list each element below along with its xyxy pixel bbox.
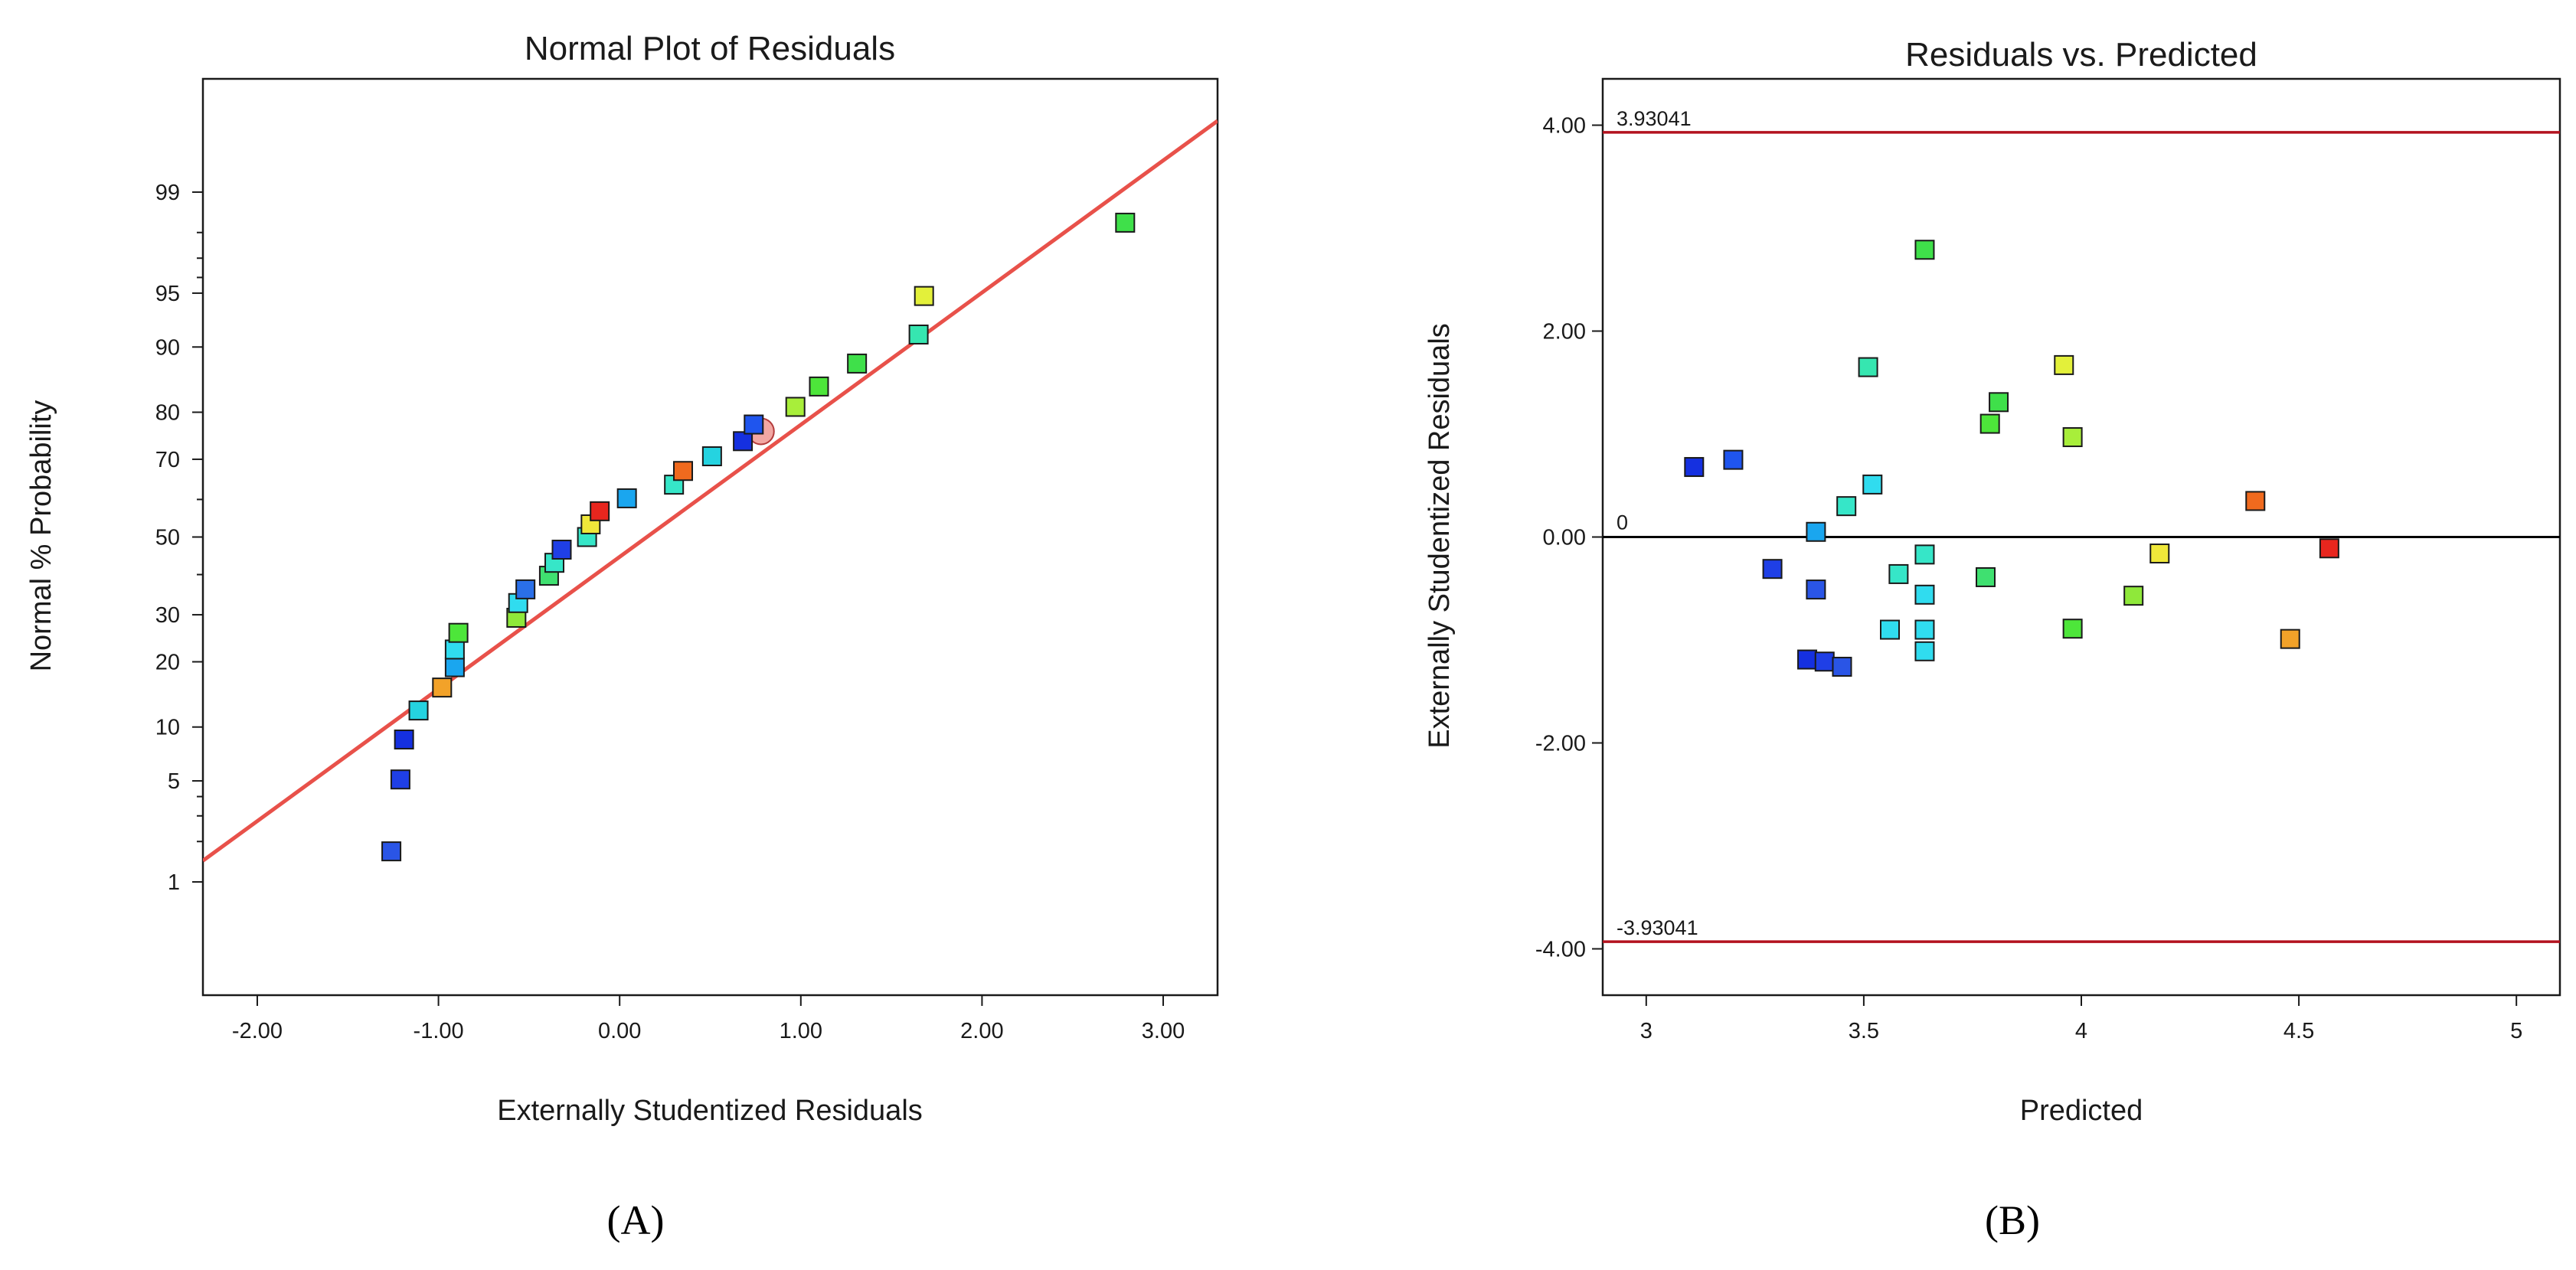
data-point: [2062, 427, 2083, 448]
data-point: [809, 376, 829, 397]
y-tick-label: 20: [155, 651, 180, 675]
data-point: [1888, 563, 1909, 584]
data-point: [444, 639, 465, 660]
data-point: [515, 579, 536, 599]
data-point: [1862, 474, 1883, 495]
data-point: [1836, 496, 1857, 517]
y-tick-label: 70: [155, 448, 180, 472]
x-axis-label: Externally Studentized Residuals: [497, 1095, 923, 1127]
data-point: [2062, 619, 2083, 639]
data-point: [444, 657, 465, 677]
limit-line-label: -3.93041: [1617, 916, 1698, 939]
data-point: [2054, 354, 2074, 375]
data-point: [1684, 457, 1705, 478]
data-point: [1914, 240, 1935, 260]
data-point: [1115, 212, 1136, 233]
data-point: [1976, 566, 1996, 587]
data-point: [2245, 491, 2266, 511]
data-point: [432, 677, 453, 698]
y-tick-label: 90: [155, 335, 180, 360]
x-tick-label: -1.00: [414, 1019, 464, 1043]
data-point: [1914, 641, 1935, 661]
data-point: [1858, 357, 1878, 377]
x-tick-label: -2.00: [232, 1019, 283, 1043]
y-tick-label: 4.00: [1543, 114, 1586, 139]
data-point: [1914, 584, 1935, 605]
data-point: [908, 324, 929, 344]
x-tick-label: 4: [2075, 1019, 2087, 1043]
chart-title: Residuals vs. Predicted: [1905, 36, 2257, 73]
data-point: [1832, 656, 1852, 677]
y-tick-label: 5: [168, 769, 180, 794]
data-point: [701, 446, 722, 467]
limit-line-label: 3.93041: [1617, 107, 1692, 130]
y-axis-label: Normal % Probability: [25, 400, 57, 672]
y-tick-label: -2.00: [1535, 731, 1586, 756]
data-point: [1880, 619, 1900, 640]
zero-line-label: 0: [1617, 511, 1628, 534]
y-tick-label: -4.00: [1535, 937, 1586, 961]
data-point: [673, 461, 694, 482]
chart-title: Normal Plot of Residuals: [525, 30, 895, 67]
data-point: [2123, 586, 2144, 606]
x-tick-label: 1.00: [780, 1019, 822, 1043]
x-tick-label: 5: [2510, 1019, 2522, 1043]
y-tick-label: 99: [155, 181, 180, 205]
data-point: [1806, 579, 1826, 600]
data-point: [1979, 413, 2000, 434]
panel-label: (A): [607, 1197, 665, 1243]
data-point: [2319, 538, 2339, 559]
x-tick-label: 3.5: [1849, 1019, 1879, 1043]
data-point: [394, 730, 414, 750]
x-axis-label: Predicted: [2020, 1095, 2143, 1127]
y-tick-label: 30: [155, 603, 180, 628]
normal-plot-panel: Normal Plot of Residuals -2.00 -1.00 0.00 1…: [25, 30, 1219, 1243]
data-point: [785, 397, 806, 417]
data-point: [381, 841, 402, 862]
x-tick-label: 0.00: [598, 1019, 641, 1043]
data-point: [1989, 392, 2009, 413]
data-point: [1914, 544, 1935, 565]
data-point: [408, 700, 429, 721]
x-tick-label: 2.00: [960, 1019, 1003, 1043]
reference-line: [203, 119, 1218, 863]
data-point: [2149, 544, 2170, 564]
data-point: [914, 286, 934, 306]
data-point: [616, 488, 637, 508]
data-point: [1723, 449, 1744, 470]
data-point: [744, 414, 764, 435]
y-tick-label: 1: [168, 870, 180, 895]
data-point: [390, 769, 410, 790]
y-tick-label: 0.00: [1543, 526, 1586, 550]
y-tick-label: 2.00: [1543, 320, 1586, 344]
y-tick-label: 10: [155, 716, 180, 740]
data-point: [551, 540, 572, 560]
data-point: [1914, 619, 1935, 640]
plot-area: [201, 77, 1219, 997]
residuals-vs-predicted-panel: Residuals vs. Predicted 3 3.5 4 4.5 5 4.00 2.0…: [1424, 36, 2561, 1243]
x-tick-label: 3: [1640, 1019, 1652, 1043]
data-point: [448, 622, 469, 643]
data-point: [1762, 559, 1783, 579]
y-tick-label: 50: [155, 526, 180, 550]
data-point: [1814, 651, 1835, 672]
panel-label: (B): [1985, 1197, 2040, 1243]
data-point: [733, 431, 754, 452]
y-axis-label: Externally Studentized Residuals: [1424, 323, 1456, 749]
y-tick-label: 80: [155, 400, 180, 425]
data-point: [1806, 521, 1826, 542]
y-tick-label: 95: [155, 282, 180, 306]
data-point: [590, 501, 610, 521]
data-point: [2280, 628, 2300, 649]
data-point: [847, 353, 868, 374]
data-point: [1797, 649, 1818, 670]
x-tick-label: 3.00: [1142, 1019, 1185, 1043]
x-tick-label: 4.5: [2283, 1019, 2314, 1043]
